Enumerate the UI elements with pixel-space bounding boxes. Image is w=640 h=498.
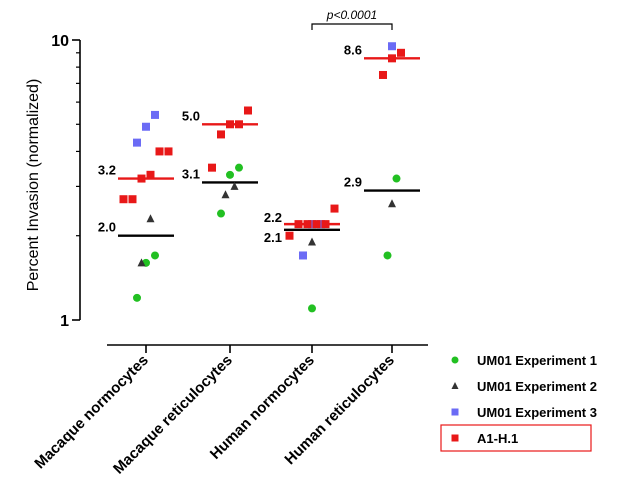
legend-marker xyxy=(451,382,459,389)
median-value-label: 2.0 xyxy=(98,220,116,235)
significance-label: p<0.0001 xyxy=(326,8,377,22)
significance-bracket xyxy=(311,23,393,30)
legend-label: A1-H.1 xyxy=(477,431,518,446)
legend-label: UM01 Experiment 3 xyxy=(477,405,597,420)
point-a1-h-1 xyxy=(294,220,303,229)
point-um01-experiment-1 xyxy=(133,293,141,302)
median-value-label: 8.6 xyxy=(344,42,362,57)
point-a1-h-1 xyxy=(217,130,225,139)
point-a1-h-1 xyxy=(379,70,387,79)
point-um01-experiment-3 xyxy=(299,251,307,260)
point-a1-h-1 xyxy=(128,195,137,204)
median-value-label: 5.0 xyxy=(182,108,200,123)
legend-label: UM01 Experiment 2 xyxy=(477,379,597,394)
legend-highlight-box xyxy=(440,424,592,452)
point-a1-h-1 xyxy=(285,231,294,240)
legend-label: UM01 Experiment 1 xyxy=(477,353,597,368)
point-um01-experiment-1 xyxy=(383,251,392,260)
y-tick-label: 1 xyxy=(60,313,69,330)
point-a1-h-1 xyxy=(208,163,216,172)
point-um01-experiment-3 xyxy=(317,220,325,229)
point-um01-experiment-3 xyxy=(142,122,150,131)
median-value-label: 2.9 xyxy=(344,175,362,190)
point-um01-experiment-2 xyxy=(137,258,146,267)
point-a1-h-1 xyxy=(388,54,396,63)
point-a1-h-1 xyxy=(235,120,243,129)
legend-marker xyxy=(451,434,459,442)
point-um01-experiment-2 xyxy=(230,181,239,190)
point-a1-h-1 xyxy=(397,48,405,57)
point-um01-experiment-2 xyxy=(388,199,396,208)
point-a1-h-1 xyxy=(244,106,252,115)
point-um01-experiment-3 xyxy=(133,138,141,147)
point-um01-experiment-1 xyxy=(217,209,225,218)
significance-annotation: p<0.0001 xyxy=(311,8,393,30)
point-um01-experiment-1 xyxy=(235,163,243,172)
median-lines: 3.2 2.0 5.0 3.1 2.2 2.1 8.6 2.9 xyxy=(98,42,420,245)
data-points xyxy=(119,42,405,313)
point-um01-experiment-1 xyxy=(151,251,159,260)
legend: UM01 Experiment 1 UM01 Experiment 2 UM01 E… xyxy=(440,353,597,452)
point-a1-h-1 xyxy=(303,220,312,229)
point-um01-experiment-3 xyxy=(151,110,159,119)
legend-marker xyxy=(451,408,459,416)
point-a1-h-1 xyxy=(321,220,330,229)
point-um01-experiment-2 xyxy=(308,237,316,246)
point-a1-h-1 xyxy=(330,204,339,213)
point-um01-experiment-1 xyxy=(308,304,316,313)
legend-marker xyxy=(451,356,459,364)
point-a1-h-1 xyxy=(164,147,173,156)
point-a1-h-1 xyxy=(155,147,164,156)
point-um01-experiment-2 xyxy=(146,214,155,223)
point-um01-experiment-1 xyxy=(226,170,234,179)
point-um01-experiment-1 xyxy=(392,174,401,183)
point-a1-h-1 xyxy=(119,195,128,204)
median-value-label: 2.2 xyxy=(264,210,282,225)
point-um01-experiment-3 xyxy=(388,42,396,51)
y-tick-label: 10 xyxy=(51,33,69,50)
point-a1-h-1 xyxy=(146,170,155,179)
median-value-label: 2.1 xyxy=(264,230,282,245)
point-a1-h-1 xyxy=(137,174,146,183)
point-um01-experiment-3 xyxy=(308,220,316,229)
median-value-label: 3.2 xyxy=(98,163,116,178)
point-a1-h-1 xyxy=(226,120,234,129)
median-value-label: 3.1 xyxy=(182,166,200,181)
point-a1-h-1 xyxy=(312,220,321,229)
y-axis-label: Percent Invasion (normalized) xyxy=(25,79,42,292)
point-um01-experiment-2 xyxy=(221,190,230,199)
